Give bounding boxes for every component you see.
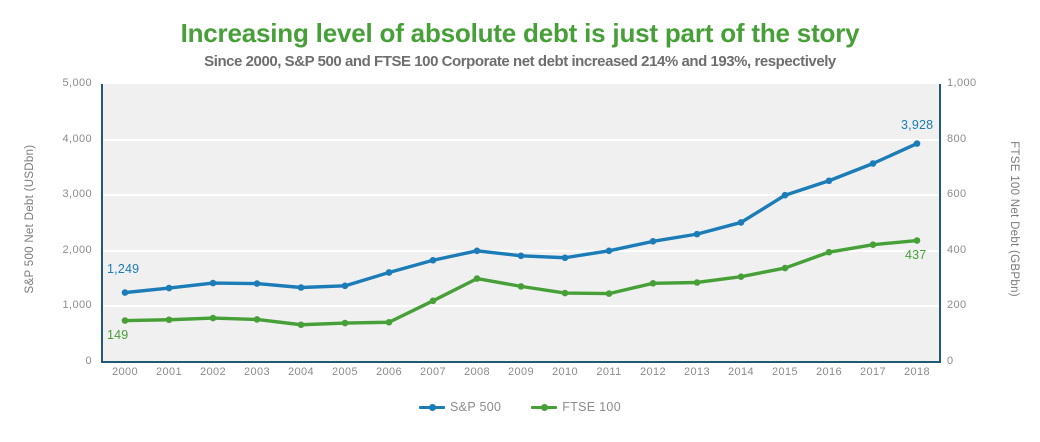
y-axis-left-tick-label: 2,000 bbox=[62, 243, 92, 256]
data-point bbox=[781, 264, 789, 272]
data-point bbox=[649, 280, 657, 287]
x-axis-tick-label: 2017 bbox=[859, 366, 887, 378]
data-point bbox=[737, 219, 745, 226]
data-point bbox=[341, 319, 349, 327]
y-axis-right-title: FTSE 100 Net Debt (GBPbn) bbox=[1008, 141, 1020, 297]
series-plot bbox=[121, 140, 921, 329]
chart-subtitle: Since 2000, S&P 500 and FTSE 100 Corpora… bbox=[204, 53, 836, 70]
x-axis-tick-label: 2009 bbox=[507, 366, 535, 378]
series-line-s-p-500 bbox=[123, 141, 919, 295]
data-point bbox=[297, 284, 305, 291]
y-axis-right-tick-label: 0 bbox=[947, 355, 954, 367]
x-axis-tick-label: 2011 bbox=[596, 366, 622, 378]
data-point bbox=[165, 284, 173, 292]
legend-marker-icon bbox=[531, 402, 558, 412]
data-point bbox=[693, 230, 701, 238]
y-axis-left-line bbox=[101, 84, 103, 363]
data-point bbox=[429, 256, 437, 264]
y-axis-right-tick-label: 200 bbox=[947, 299, 967, 312]
x-axis-tick-label: 2014 bbox=[727, 366, 755, 378]
gridline bbox=[103, 249, 939, 252]
data-point bbox=[605, 247, 613, 255]
data-point bbox=[473, 247, 481, 255]
legend-item-s-p-500[interactable]: S&P 500 bbox=[419, 400, 501, 414]
data-point bbox=[341, 282, 349, 290]
data-point bbox=[121, 289, 129, 296]
data-point bbox=[165, 316, 173, 324]
y-axis-left-title: S&P 500 Net Debt (USDbn) bbox=[24, 144, 36, 294]
x-axis-tick-label: 2003 bbox=[243, 366, 271, 378]
data-point bbox=[825, 177, 833, 185]
ftse100-end-value-label: 437 bbox=[905, 248, 927, 262]
sp500-start-value-label: 1,249 bbox=[107, 262, 140, 276]
legend-marker-icon bbox=[419, 402, 446, 412]
x-axis-tick-label: 2005 bbox=[331, 366, 359, 378]
x-axis-tick-label: 2010 bbox=[551, 366, 579, 378]
data-point bbox=[869, 241, 877, 248]
y-axis-right-tick-label: 600 bbox=[947, 188, 967, 201]
data-point bbox=[913, 237, 921, 244]
legend-label: FTSE 100 bbox=[562, 400, 621, 414]
x-axis-tick-label: 2006 bbox=[375, 366, 403, 378]
chart-legend: S&P 500 FTSE 100 bbox=[0, 400, 1040, 414]
x-axis-tick-label: 2008 bbox=[463, 366, 491, 378]
data-point bbox=[605, 290, 613, 297]
data-point bbox=[561, 254, 569, 262]
x-axis-line bbox=[101, 361, 941, 363]
y-axis-right-line bbox=[939, 84, 941, 363]
gridline bbox=[103, 138, 939, 141]
legend-item-ftse-100[interactable]: FTSE 100 bbox=[531, 400, 621, 414]
gridline bbox=[103, 194, 939, 197]
x-axis-tick-label: 2004 bbox=[287, 366, 315, 378]
chart-title: Increasing level of absolute debt is jus… bbox=[180, 18, 860, 48]
data-point bbox=[209, 279, 217, 287]
x-axis-tick-label: 2002 bbox=[199, 366, 227, 378]
y-axis-left-tick-label: 1,000 bbox=[62, 299, 92, 312]
x-axis-tick-label: 2013 bbox=[683, 366, 711, 378]
x-axis-tick-label: 2018 bbox=[903, 366, 931, 378]
data-point bbox=[561, 289, 569, 297]
data-point bbox=[385, 269, 393, 276]
data-point bbox=[693, 279, 701, 286]
data-point bbox=[737, 273, 745, 280]
data-point bbox=[869, 160, 877, 167]
data-point bbox=[121, 317, 129, 324]
data-point bbox=[781, 191, 789, 199]
data-point bbox=[253, 316, 261, 323]
x-axis-tick-label: 2016 bbox=[815, 366, 843, 378]
data-point bbox=[825, 248, 833, 256]
data-point bbox=[297, 321, 305, 329]
y-axis-left-tick-label: 5,000 bbox=[62, 77, 92, 89]
x-axis-tick-label: 2000 bbox=[111, 366, 139, 378]
y-axis-left-tick-label: 4,000 bbox=[62, 132, 92, 145]
x-axis-tick-label: 2001 bbox=[155, 366, 183, 378]
x-axis-tick-label: 2012 bbox=[639, 366, 667, 378]
y-axis-right-tick-label: 800 bbox=[947, 132, 967, 145]
data-point bbox=[385, 318, 393, 326]
y-axis-right-tick-label: 1,000 bbox=[947, 77, 977, 89]
data-point bbox=[473, 275, 481, 282]
x-axis-tick-label: 2015 bbox=[771, 366, 799, 378]
data-point bbox=[253, 280, 261, 287]
y-axis-left-tick-label: 0 bbox=[85, 355, 92, 367]
legend-label: S&P 500 bbox=[450, 400, 502, 414]
y-axis-left-tick-label: 3,000 bbox=[62, 188, 92, 201]
data-point bbox=[429, 297, 437, 305]
sp500-end-value-label: 3,928 bbox=[901, 118, 934, 132]
x-axis-tick-label: 2007 bbox=[419, 366, 447, 378]
data-point bbox=[913, 140, 921, 147]
data-point bbox=[517, 252, 525, 260]
plot-area bbox=[103, 84, 939, 362]
y-axis-right-tick-label: 400 bbox=[947, 243, 967, 256]
data-point bbox=[209, 314, 217, 322]
data-point bbox=[517, 283, 525, 290]
ftse100-start-value-label: 149 bbox=[107, 328, 129, 342]
data-point bbox=[649, 238, 657, 245]
gridline bbox=[103, 305, 939, 308]
